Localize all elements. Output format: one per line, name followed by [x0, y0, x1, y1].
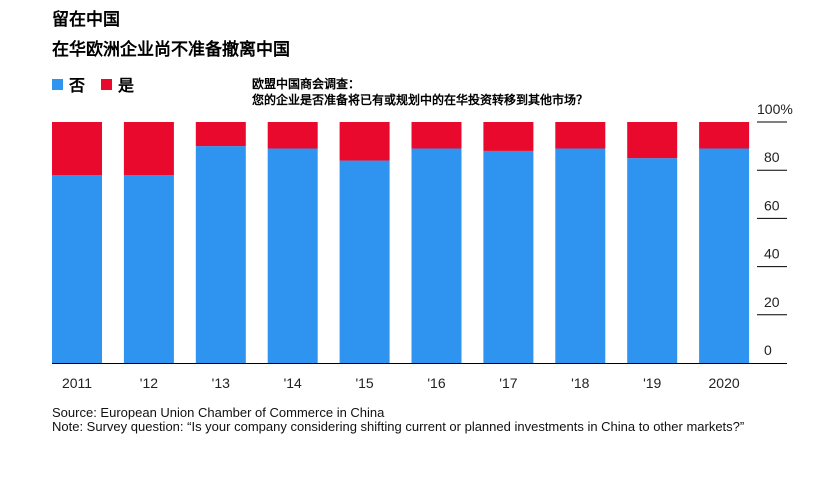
bar-no-2 [195, 146, 246, 363]
y-tick-label-4: 80 [764, 149, 780, 165]
legend: 否 是 [52, 72, 150, 96]
x-tick-label-3: '14 [284, 375, 302, 391]
bar-yes-2 [195, 122, 246, 147]
bar-no-1 [123, 175, 174, 363]
source-note: Source: European Union Chamber of Commer… [52, 405, 385, 420]
bar-no-3 [267, 148, 318, 363]
y-tick-label-5: 100% [757, 101, 793, 117]
x-tick-label-9: 2020 [709, 375, 740, 391]
bar-no-9 [699, 148, 750, 363]
bar-yes-7 [555, 122, 606, 149]
bar-yes-3 [267, 122, 318, 149]
legend-item-yes: 是 [101, 72, 134, 96]
legend-swatch-yes [101, 78, 113, 90]
bar-yes-9 [699, 122, 750, 149]
x-tick-label-1: '12 [140, 375, 158, 391]
bar-no-4 [339, 160, 390, 363]
bar-no-8 [627, 158, 678, 363]
bar-yes-4 [339, 122, 390, 161]
annotation-line-1: 欧盟中国商会调查： [252, 77, 361, 91]
footnotes: Source: European Union Chamber of Commer… [52, 406, 812, 434]
survey-note: Note: Survey question: “Is your company … [52, 419, 745, 434]
bar-yes-0 [52, 122, 102, 176]
bar-no-5 [411, 148, 462, 363]
x-tick-label-4: '15 [355, 375, 373, 391]
survey-annotation: 欧盟中国商会调查： 您的企业是否准备将已有或规划中的在华投资转移到其他市场？ [252, 76, 588, 108]
legend-label-no: 否 [69, 76, 86, 95]
x-tick-label-6: '17 [499, 375, 517, 391]
bar-yes-8 [627, 122, 678, 159]
y-tick-label-3: 60 [764, 197, 780, 213]
chart-title: 留在中国 [52, 10, 120, 30]
bar-no-0 [52, 175, 102, 363]
y-tick-label-1: 20 [764, 294, 780, 310]
bar-yes-1 [123, 122, 174, 176]
y-tick-label-2: 40 [764, 246, 780, 262]
chart-subtitle: 在华欧洲企业尚不准备撤离中国 [52, 40, 290, 60]
bar-yes-6 [483, 122, 534, 151]
x-tick-label-7: '18 [571, 375, 589, 391]
annotation-line-2: 您的企业是否准备将已有或规划中的在华投资转移到其他市场？ [252, 93, 589, 107]
x-tick-label-0: 2011 [62, 375, 92, 391]
legend-item-no: 否 [52, 72, 85, 96]
y-tick-label-0: 0 [764, 342, 772, 358]
x-tick-label-8: '19 [643, 375, 661, 391]
bar-no-6 [483, 150, 534, 363]
bar-yes-5 [411, 122, 462, 149]
x-tick-label-2: '13 [212, 375, 230, 391]
legend-swatch-no [52, 78, 63, 90]
x-tick-label-5: '16 [427, 375, 445, 391]
bar-no-7 [555, 148, 606, 363]
legend-label-yes: 是 [118, 76, 135, 95]
